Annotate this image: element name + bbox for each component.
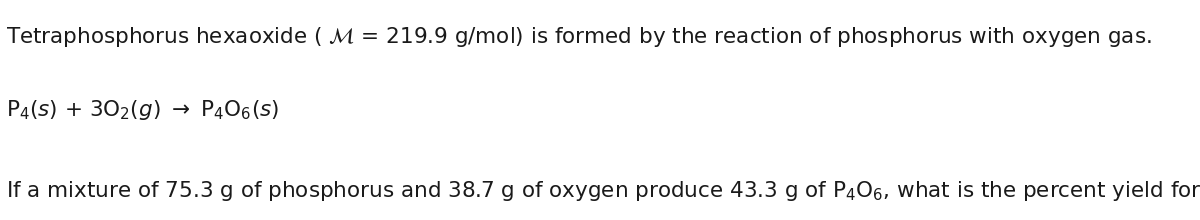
Text: Tetraphosphorus hexaoxide ( $\mathcal{M}$ = 219.9 g/mol) is formed by the reacti: Tetraphosphorus hexaoxide ( $\mathcal{M}… [6,25,1152,50]
Text: P$_4$($s$) + 3O$_2$($g$) $\rightarrow$ P$_4$O$_6$($s$): P$_4$($s$) + 3O$_2$($g$) $\rightarrow$ P… [6,98,280,122]
Text: If a mixture of 75.3 g of phosphorus and 38.7 g of oxygen produce 43.3 g of P$_4: If a mixture of 75.3 g of phosphorus and… [6,179,1200,204]
